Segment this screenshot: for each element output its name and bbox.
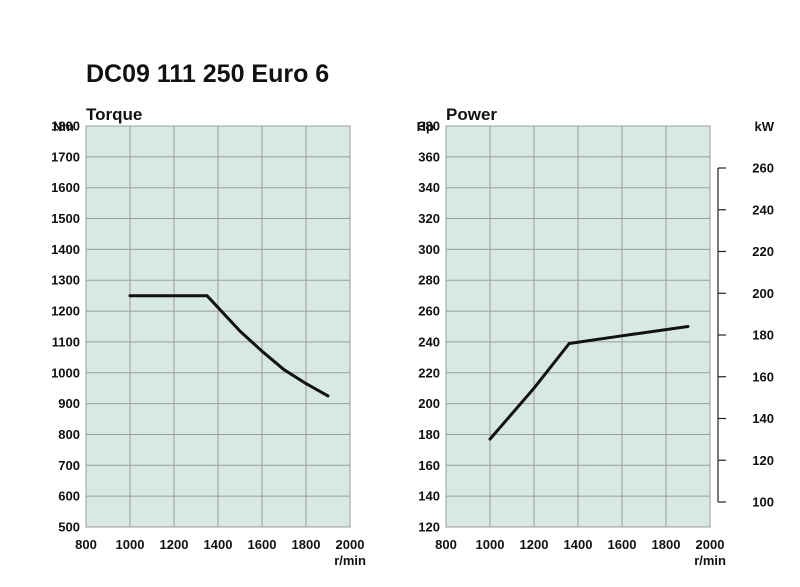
y-tick-label: 160 (418, 458, 440, 473)
x-tick-label: 2000 (696, 537, 725, 552)
power-y-ticks: 120 140 160 180 200 220 240 260 280 300 320 340 360 3… (418, 119, 440, 535)
torque-x-unit: r/min (334, 553, 366, 568)
x-tick-label: 1000 (476, 537, 505, 552)
power-y2-axis: 100 120 140 160 180 200 220 240 260 (717, 161, 774, 510)
y-tick-label: 220 (418, 365, 440, 380)
torque-y-ticks: 500 600 700 800 900 1000 1100 1200 1300 1400 1500 1… (51, 119, 80, 535)
y-tick-label: 1800 (51, 119, 80, 134)
y-tick-label: 140 (418, 489, 440, 504)
y2-tick-label: 140 (752, 411, 774, 426)
power-grid (445, 125, 711, 528)
torque-series (128, 294, 330, 398)
y-tick-label: 260 (418, 304, 440, 319)
power-y2-unit: kW (755, 119, 775, 134)
y2-tick-label: 120 (752, 453, 774, 468)
y2-tick-label: 260 (752, 161, 774, 176)
y-tick-label: 1600 (51, 180, 80, 195)
x-tick-label: 1600 (608, 537, 637, 552)
series-line (488, 325, 690, 441)
y-tick-label: 700 (58, 458, 80, 473)
y-tick-label: 380 (418, 119, 440, 134)
x-tick-label: 1400 (564, 537, 593, 552)
y-tick-label: 900 (58, 396, 80, 411)
y-tick-label: 600 (58, 489, 80, 504)
x-tick-label: 1200 (520, 537, 549, 552)
x-tick-label: 800 (75, 537, 97, 552)
y-tick-label: 1100 (52, 334, 80, 349)
chart-title: DC09 111 250 Euro 6 (86, 60, 330, 88)
y-tick-label: 1700 (51, 149, 80, 164)
x-tick-label: 1200 (160, 537, 189, 552)
x-tick-label: 1600 (248, 537, 277, 552)
y2-tick-label: 220 (752, 244, 774, 259)
y-tick-label: 500 (58, 520, 80, 535)
power-chart: Power Hp kW r/min 120 140 160 180 200 220 240 2… (417, 105, 775, 568)
torque-x-ticks: 800 1000 1200 1400 1600 1800 2000 (75, 537, 364, 552)
y-tick-label: 200 (418, 396, 440, 411)
x-tick-label: 1400 (204, 537, 233, 552)
y2-tick-label: 240 (752, 202, 774, 217)
y2-tick-label: 200 (752, 286, 774, 301)
torque-subtitle: Torque (86, 105, 142, 124)
series-line (128, 294, 330, 398)
y-tick-label: 360 (418, 149, 440, 164)
y-tick-label: 1200 (51, 304, 80, 319)
y-tick-label: 340 (418, 180, 440, 195)
power-x-ticks: 800 1000 1200 1400 1600 1800 2000 (435, 537, 724, 552)
x-tick-label: 800 (435, 537, 457, 552)
y-tick-label: 120 (418, 520, 440, 535)
y-tick-label: 320 (418, 211, 440, 226)
x-tick-label: 1800 (292, 537, 321, 552)
y2-tick-label: 100 (752, 495, 774, 510)
torque-chart: Torque Nm r/min 500 600 700 800 900 1000 1100 1… (51, 105, 366, 568)
power-subtitle: Power (446, 105, 497, 124)
y-tick-label: 1300 (51, 273, 80, 288)
torque-grid (85, 125, 351, 528)
y-tick-label: 1000 (51, 365, 80, 380)
x-tick-label: 1800 (652, 537, 681, 552)
torque-y-unit: Nm (53, 119, 74, 134)
x-tick-label: 1000 (116, 537, 145, 552)
y2-tick-label: 180 (752, 328, 774, 343)
y-tick-label: 1500 (51, 211, 80, 226)
power-y-unit: Hp (417, 119, 434, 134)
y-tick-label: 300 (418, 242, 440, 257)
power-series (488, 325, 690, 441)
y-tick-label: 180 (418, 427, 440, 442)
y-tick-label: 800 (58, 427, 80, 442)
power-x-unit: r/min (694, 553, 726, 568)
x-tick-label: 2000 (336, 537, 365, 552)
y-tick-label: 1400 (51, 242, 80, 257)
y-tick-label: 240 (418, 334, 440, 349)
y2-tick-label: 160 (752, 369, 774, 384)
y-tick-label: 280 (418, 273, 440, 288)
